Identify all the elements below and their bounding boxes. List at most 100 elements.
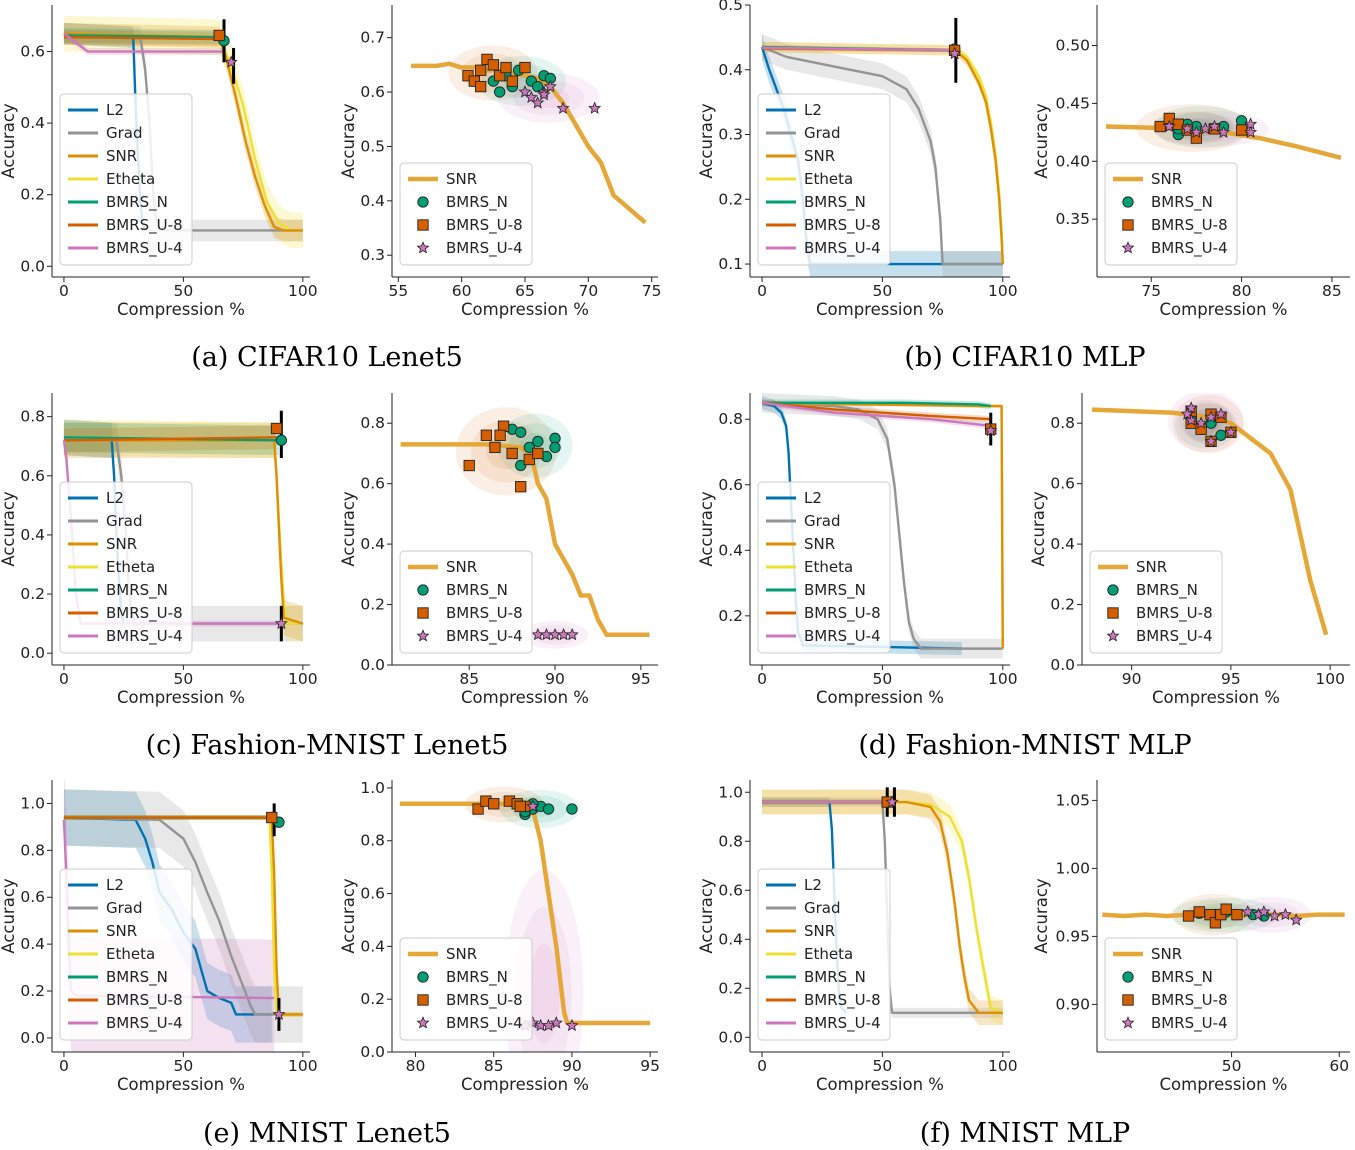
legend-label-BMRS_N: BMRS_N bbox=[446, 193, 508, 212]
chart-c-right: 85 90 95 0.0 0.2 0.4 0.6 0.8 Compression % Accura… bbox=[339, 393, 658, 707]
legend-label-L2: L2 bbox=[106, 101, 124, 119]
x-axis-label: Compression % bbox=[461, 688, 589, 707]
legend-label-BMRS_U-8: BMRS_U-8 bbox=[804, 991, 881, 1010]
legend-label-SNR: SNR bbox=[446, 945, 477, 963]
legend-label-BMRS_U-4: BMRS_U-4 bbox=[106, 1014, 183, 1033]
legend-swatch-BMRS_U-4 bbox=[1106, 629, 1120, 642]
x-tick-label: 0 bbox=[757, 282, 767, 300]
point-BMRS_U-4 bbox=[518, 85, 532, 98]
legend-label-Grad: Grad bbox=[804, 899, 841, 917]
legend-box bbox=[757, 868, 891, 1041]
band-L2 bbox=[63, 22, 146, 242]
legend-label-SNR: SNR bbox=[804, 147, 835, 165]
point-BMRS_N bbox=[542, 803, 555, 815]
y-tick-label: 0.5 bbox=[360, 137, 385, 155]
y-tick-label: 0.2 bbox=[718, 979, 743, 997]
y-tick-label: 0.4 bbox=[1050, 535, 1075, 553]
end-marker-BMRS_U-8 bbox=[270, 422, 283, 435]
y-tick-label: 0.40 bbox=[1055, 152, 1090, 170]
band-L2 bbox=[762, 34, 1003, 277]
legend-box bbox=[399, 550, 533, 654]
x-axis-label: Compression % bbox=[1160, 300, 1288, 319]
point-BMRS_U-8 bbox=[1235, 124, 1248, 136]
legend-box bbox=[59, 93, 193, 266]
caption-d: (d) Fashion-MNIST MLP bbox=[858, 730, 1192, 761]
legend-label-BMRS_U-8: BMRS_U-8 bbox=[1151, 991, 1228, 1010]
chart-b-right: 75 80 85 0.35 0.40 0.45 0.50 Compression % Accur… bbox=[1032, 5, 1350, 319]
point-BMRS_U-4 bbox=[565, 1018, 579, 1032]
caption-b: (b) CIFAR10 MLP bbox=[904, 342, 1146, 373]
legend-label-SNR: SNR bbox=[1151, 170, 1182, 188]
legend-swatch-BMRS_U-4 bbox=[416, 241, 430, 254]
x-tick-label: 50 bbox=[873, 282, 893, 300]
point-BMRS_U-8 bbox=[494, 429, 506, 441]
band-Grad bbox=[63, 789, 303, 1043]
series-line-Etheta bbox=[762, 800, 1004, 1014]
series-line-BMRS_N bbox=[63, 34, 225, 39]
point-BMRS_U-4 bbox=[1198, 122, 1212, 135]
x-tick-label: 90 bbox=[545, 670, 565, 688]
x-tick-label: 50 bbox=[174, 1057, 194, 1075]
legend-box bbox=[1104, 937, 1238, 1041]
legend-label-SNR: SNR bbox=[804, 535, 835, 553]
legend-label-BMRS_N: BMRS_N bbox=[446, 968, 508, 987]
point-BMRS_U-4 bbox=[526, 799, 540, 812]
end-marker-BMRS_U-4 bbox=[224, 55, 238, 68]
x-tick-label: 95 bbox=[1221, 670, 1241, 688]
legend-box bbox=[1104, 162, 1238, 266]
chart-b-left: 0 50 100 0.1 0.2 0.3 0.4 0.5 Compression % Accura… bbox=[697, 0, 1018, 319]
point-BMRS_U-4 bbox=[531, 96, 545, 109]
y-tick-label: 0.4 bbox=[360, 192, 385, 210]
legend-label-BMRS_U-4: BMRS_U-4 bbox=[106, 627, 183, 646]
legend-label-SNR: SNR bbox=[446, 558, 477, 576]
y-tick-label: 0.8 bbox=[718, 410, 743, 428]
y-axis-label: Accuracy bbox=[1032, 103, 1051, 179]
y-tick-label: 0.7 bbox=[360, 29, 385, 47]
legend-label-BMRS_U-4: BMRS_U-4 bbox=[1151, 1014, 1228, 1033]
y-tick-label: 0.2 bbox=[20, 186, 45, 204]
series-line-BMRS_U-4 bbox=[63, 32, 224, 53]
x-tick-label: 0 bbox=[59, 282, 69, 300]
y-tick-label: 0.2 bbox=[360, 990, 385, 1008]
x-tick-label: 55 bbox=[388, 282, 408, 300]
legend-label-BMRS_U-8: BMRS_U-8 bbox=[1136, 604, 1213, 623]
y-tick-label: 0.2 bbox=[718, 607, 743, 625]
point-BMRS_U-8 bbox=[489, 441, 501, 454]
legend-label-BMRS_N: BMRS_N bbox=[804, 968, 866, 987]
y-tick-label: 0.4 bbox=[20, 935, 45, 953]
point-BMRS_U-8 bbox=[487, 59, 499, 71]
band-Grad bbox=[63, 419, 303, 642]
x-tick-label: 60 bbox=[452, 282, 472, 300]
y-tick-label: 0.35 bbox=[1055, 210, 1090, 228]
legend-label-BMRS_U-4: BMRS_U-4 bbox=[804, 239, 881, 258]
band-Etheta bbox=[63, 15, 303, 249]
legend-label-SNR: SNR bbox=[106, 535, 137, 553]
y-tick-label: 0.6 bbox=[360, 885, 385, 903]
legend-label-L2: L2 bbox=[106, 489, 124, 507]
legend-swatch-BMRS_U-8 bbox=[1107, 607, 1119, 619]
y-tick-label: 0.45 bbox=[1055, 94, 1090, 112]
band-L2 bbox=[63, 419, 124, 642]
y-tick-label: 0.6 bbox=[1050, 475, 1075, 493]
legend-swatch-BMRS_U-8 bbox=[417, 994, 429, 1006]
legend-label-BMRS_U-4: BMRS_U-4 bbox=[804, 627, 881, 646]
legend-label-BMRS_U-4: BMRS_U-4 bbox=[446, 1014, 523, 1033]
y-axis-label: Accuracy bbox=[697, 103, 716, 179]
point-BMRS_U-8 bbox=[480, 429, 493, 441]
y-tick-label: 0.0 bbox=[20, 257, 45, 275]
y-tick-label: 0.6 bbox=[360, 475, 385, 493]
point-BMRS_N bbox=[566, 803, 578, 815]
y-tick-label: 0.4 bbox=[20, 114, 45, 132]
point-BMRS_N bbox=[1215, 429, 1227, 441]
series-line-Grad bbox=[761, 401, 1003, 650]
legend-box bbox=[399, 937, 533, 1041]
series-line-BMRS_U-4 bbox=[761, 401, 991, 427]
point-BMRS_U-8 bbox=[463, 459, 475, 472]
series-line-BMRS_U-4 bbox=[762, 46, 955, 52]
y-tick-label: 0.3 bbox=[360, 246, 385, 264]
plot-area bbox=[1105, 104, 1342, 160]
x-tick-label: 100 bbox=[288, 282, 318, 300]
density-BMRS_U-4 bbox=[497, 72, 600, 123]
legend-label-Grad: Grad bbox=[804, 512, 841, 530]
y-tick-label: 0.6 bbox=[718, 476, 743, 494]
